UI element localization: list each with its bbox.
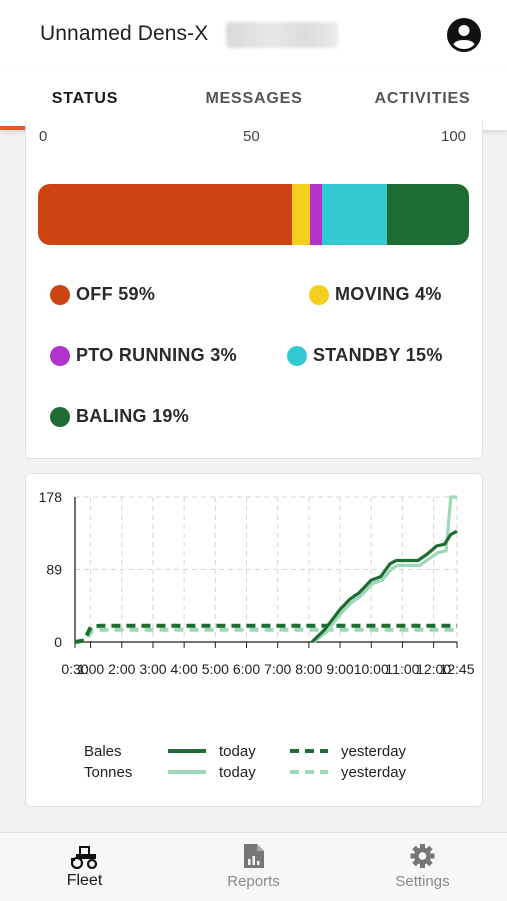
segment-moving xyxy=(292,184,310,245)
series-line-tonnes-yesterday xyxy=(74,627,457,644)
legend-off-label: OFF 59% xyxy=(76,284,156,304)
segment-standby xyxy=(322,184,388,245)
off-color-dot xyxy=(50,284,70,305)
nav-reports-label: Reports xyxy=(227,873,280,890)
tab-messages[interactable]: MESSAGES xyxy=(205,90,303,107)
legend-off: OFF 59% xyxy=(50,284,155,305)
legend-standby-label: STANDBY 15% xyxy=(313,345,443,365)
status-stacked-bar xyxy=(38,184,469,245)
y-tick-label: 0 xyxy=(54,634,62,650)
legend-yesterday-label: yesterday xyxy=(341,743,407,760)
production-chart-card xyxy=(25,473,483,807)
standby-color-dot xyxy=(287,345,307,366)
legend-moving: MOVING 4% xyxy=(309,284,442,305)
nav-fleet[interactable]: Fleet xyxy=(0,833,169,901)
tractor-icon xyxy=(70,846,98,869)
x-tick-label: 12:45 xyxy=(439,661,474,677)
nav-reports[interactable]: Reports xyxy=(169,833,338,901)
scale-label-50: 50 xyxy=(243,128,260,145)
x-tick-label: 0:30 xyxy=(61,661,88,677)
scale-label-0: 0 xyxy=(39,128,48,145)
x-tick-label: 1:00 xyxy=(77,661,104,677)
legend-row-label: Tonnes xyxy=(84,764,132,781)
x-tick-label: 7:00 xyxy=(264,661,291,677)
x-tick-label: 4:00 xyxy=(171,661,198,677)
scale-label-100: 100 xyxy=(441,128,467,145)
moving-color-dot xyxy=(309,284,329,305)
legend-pto: PTO RUNNING 3% xyxy=(50,345,237,366)
legend-moving-label: MOVING 4% xyxy=(335,284,442,304)
x-tick-label: 2:00 xyxy=(108,661,135,677)
legend-today-label: today xyxy=(219,764,256,781)
series-line-tonnes-today xyxy=(312,495,457,644)
x-tick-label: 10:00 xyxy=(354,661,389,677)
report-icon xyxy=(244,844,264,868)
x-tick-label: 12:00 xyxy=(416,661,451,677)
nav-settings[interactable]: Settings xyxy=(338,833,507,901)
x-tick-label: 11:00 xyxy=(385,661,419,677)
machine-title: Unnamed Dens-X xyxy=(40,22,209,45)
nav-settings-label: Settings xyxy=(395,873,450,890)
legend-baling: BALING 19% xyxy=(50,406,189,427)
tab-status[interactable]: STATUS xyxy=(51,90,119,107)
x-tick-label: 8:00 xyxy=(295,661,322,677)
x-tick-label: 5:00 xyxy=(202,661,229,677)
gear-icon xyxy=(410,844,435,868)
y-tick-label: 89 xyxy=(46,562,62,578)
legend-baling-label: BALING 19% xyxy=(76,406,190,426)
x-tick-label: 6:00 xyxy=(233,661,260,677)
x-tick-label: 3:00 xyxy=(139,661,166,677)
baling-color-dot xyxy=(50,406,70,427)
segment-off xyxy=(38,184,293,245)
series-line-bales-yesterday xyxy=(74,623,457,644)
legend-standby: STANDBY 15% xyxy=(287,345,443,366)
legend-pto-label: PTO RUNNING 3% xyxy=(76,345,237,365)
x-tick-label: 9:00 xyxy=(326,661,353,677)
segment-pto-running xyxy=(309,184,323,245)
legend-row-label: Bales xyxy=(84,743,122,760)
segment-baling xyxy=(387,184,469,245)
status-card xyxy=(25,120,483,459)
pto-color-dot xyxy=(50,345,70,366)
account-icon[interactable] xyxy=(446,17,482,53)
bottom-navigation: Fleet Reports xyxy=(0,832,507,901)
y-tick-label: 178 xyxy=(39,489,63,505)
redacted-serial xyxy=(226,22,338,48)
tab-activities[interactable]: ACTIVITIES xyxy=(374,90,471,107)
nav-fleet-label: Fleet xyxy=(66,872,103,889)
legend-today-label: today xyxy=(219,743,256,760)
legend-yesterday-label: yesterday xyxy=(341,764,407,781)
app-header: Unnamed Dens-X xyxy=(0,0,507,72)
series-line-bales-today xyxy=(310,529,458,644)
